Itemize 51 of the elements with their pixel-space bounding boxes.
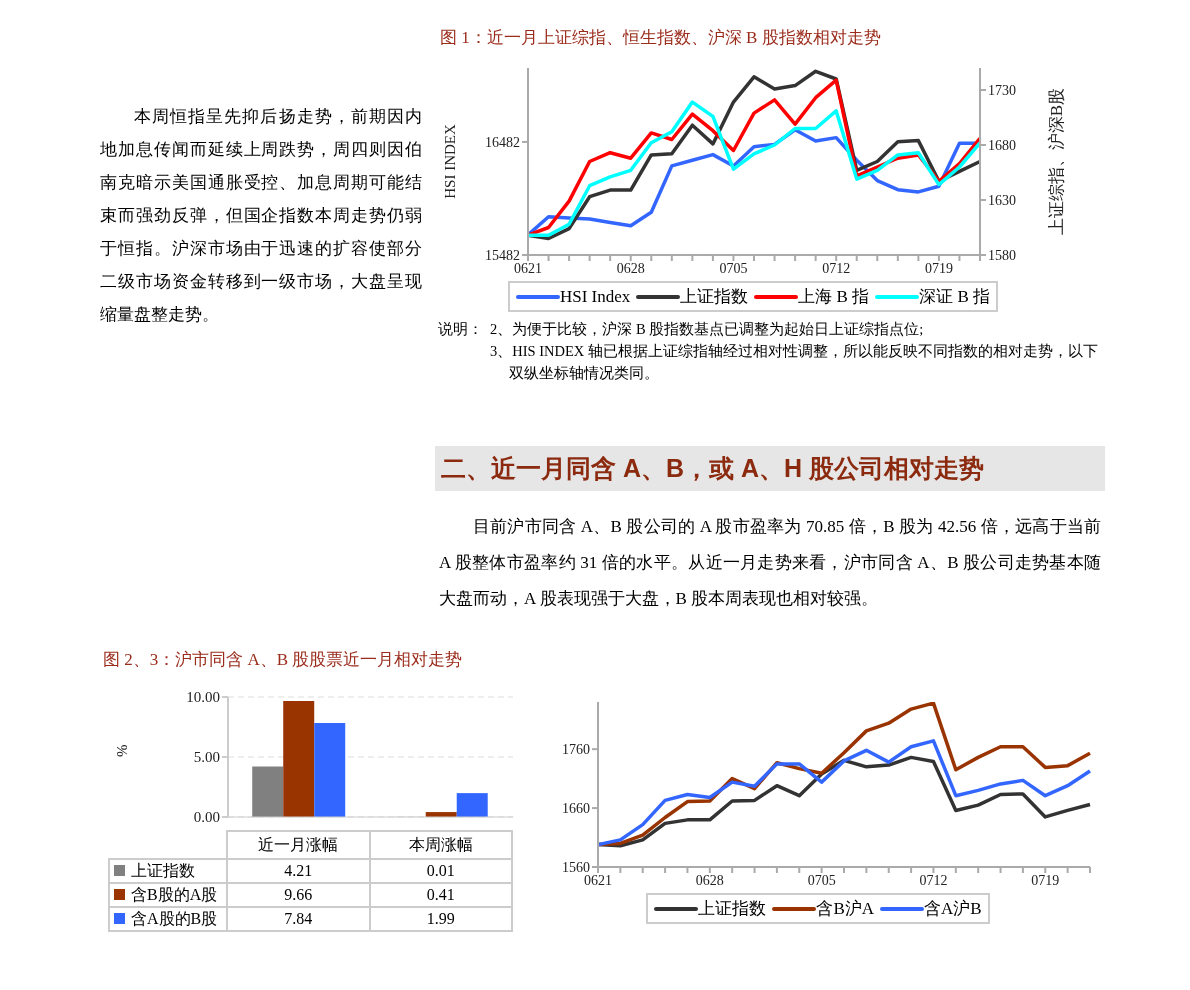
legend-label: 含A股的B股 — [109, 907, 227, 931]
y-tick-label: 1760 — [562, 742, 590, 758]
chart-title: 图 2、3：沪市同含 A、B 股股票近一月相对走势 — [103, 649, 464, 671]
legend-label: HSI Index — [558, 285, 631, 308]
x-tick-label: 0621 — [584, 872, 612, 888]
x-tick-label: 0628 — [695, 872, 724, 888]
y2-tick-label: 1580 — [988, 247, 1016, 263]
legend-label: 含B沪A — [815, 898, 874, 920]
x-tick-label: 0712 — [822, 260, 851, 276]
legend-label: 上证指数 — [697, 898, 767, 920]
text: 3、HIS INDEX 轴已根据上证综指轴经过相对性调整，所以能反映不同指数的相对走势，以下双纵坐标轴情况类同。 — [490, 342, 1099, 383]
y2-axis-title: 上证综指、沪深B股 — [1047, 87, 1067, 236]
legend-label: 含B股的A股 — [109, 883, 227, 907]
x-tick-label: 0705 — [807, 872, 836, 888]
x-tick-label: 0712 — [919, 872, 948, 888]
y2-tick-label: 1630 — [988, 192, 1016, 208]
chart-title: 图 1：近一月上证综指、恒生指数、沪深 B 股指数相对走势 — [440, 27, 882, 49]
data-label: 9.66 — [227, 883, 370, 907]
y-axis-title: HSI INDEX — [442, 124, 459, 199]
data-label: 1.99 — [369, 907, 512, 931]
data-label: 7.84 — [227, 907, 370, 931]
legend-label: 含A沪B — [923, 898, 982, 920]
y2-tick-label: 1680 — [988, 137, 1016, 153]
x-tick-label: 0719 — [924, 260, 953, 276]
y-tick-label: 15482 — [485, 247, 520, 263]
text: 二、近一月同含 A、B，或 A、H 股公司相对走势 — [435, 446, 1105, 491]
x-tick-label: 0621 — [514, 260, 542, 276]
x-tick-label: 0705 — [719, 260, 748, 276]
x-tick-label: 近一月涨幅 — [227, 831, 370, 859]
legend-label: 深证 B 指 — [918, 286, 991, 308]
legend-label: 上证指数 — [109, 859, 227, 883]
y-tick-label: 16482 — [485, 134, 520, 150]
y-tick-label: 0.00 — [193, 809, 220, 826]
legend-label: 上海 B 指 — [797, 286, 870, 308]
y-tick-label: 1560 — [562, 859, 590, 875]
legend-label: 上证指数 — [679, 286, 749, 308]
x-tick-label: 本周涨幅 — [369, 831, 512, 859]
x-tick-label: 0719 — [1031, 872, 1060, 888]
y-tick-label: 1660 — [562, 801, 590, 817]
data-label: 0.41 — [369, 883, 512, 907]
text: 说明： — [438, 320, 484, 339]
y-axis-title: % — [114, 744, 131, 757]
text: 本周恒指呈先抑后扬走势，前期因内地加息传闻而延续上周跌势，周四则因伯南克暗示美国通胀受控、加息周期可能结束而强劲反弹，但国企指数本周走势仍弱于恒指。沪深市场由于迅速的扩容使部分二级市场资金转移到一级市场，大盘呈现缩量盘整走势。 — [100, 106, 422, 326]
y2-tick-label: 1730 — [988, 82, 1016, 98]
data-label: 4.21 — [227, 859, 370, 883]
x-tick-label: 0628 — [616, 260, 645, 276]
data-label: 0.01 — [369, 859, 512, 883]
y-tick-label: 10.00 — [186, 689, 220, 706]
text: 目前沪市同含 A、B 股公司的 A 股市盈率为 70.85 倍，B 股为 42.56 倍，远高于当前 A 股整体市盈率约 31 倍的水平。从近一月走势来看，沪市同含 A、B 股公司走势基本随大盘而动，A 股表现强于大盘，B 股本周表现也相对较强。 — [438, 516, 1102, 610]
text: 2、为便于比较，沪深 B 股指数基点已调整为起始日上证综指点位; — [490, 320, 925, 339]
y-tick-label: 5.00 — [193, 749, 220, 766]
